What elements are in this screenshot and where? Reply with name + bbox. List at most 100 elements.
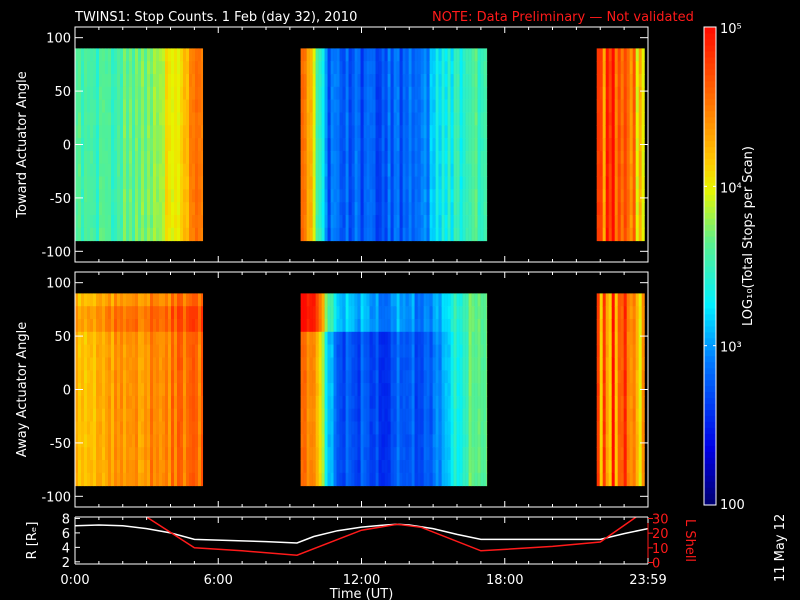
heatmap-cell [617, 370, 621, 384]
colorbar-swatch [704, 457, 716, 464]
heatmap-cell [177, 61, 181, 75]
heatmap-cell [132, 370, 136, 384]
heatmap-cell [626, 331, 630, 346]
heatmap-cell [96, 293, 100, 307]
heatmap-cell [423, 408, 427, 423]
heatmap-cell [168, 383, 172, 397]
heatmap-cell [306, 227, 310, 242]
heatmap-cell [327, 344, 331, 358]
heatmap-cell [348, 86, 352, 101]
heatmap-cell [108, 150, 112, 165]
colorbar-swatch [704, 487, 716, 494]
heatmap-cell [108, 61, 112, 75]
heatmap-cell [450, 150, 454, 165]
heatmap-cell [614, 138, 618, 152]
heatmap-cell [126, 202, 130, 216]
heatmap-cell [153, 48, 157, 62]
colorbar-swatch [704, 325, 716, 333]
heatmap-cell [471, 383, 475, 397]
heatmap-cell [105, 447, 109, 461]
heatmap-cell [417, 408, 421, 423]
heatmap-cell [189, 472, 193, 487]
heatmap-cell [432, 408, 436, 423]
heatmap-cell [375, 189, 379, 203]
heatmap-cell [183, 61, 187, 75]
heatmap-cell [477, 460, 481, 474]
heatmap-cell [108, 48, 112, 62]
heatmap-cell [147, 74, 151, 88]
heatmap-cell [180, 215, 184, 229]
heatmap-cell [108, 472, 112, 487]
heatmap-cell [87, 86, 91, 101]
heatmap-cell [480, 176, 484, 190]
heatmap-cell [108, 202, 112, 216]
heatmap-cell [426, 227, 430, 242]
heatmap-cell [330, 293, 334, 307]
heatmap-cell [402, 472, 406, 487]
heatmap-cell [474, 48, 478, 62]
heatmap-cell [617, 227, 621, 242]
heatmap-cell [105, 74, 109, 88]
heatmap-cell [177, 163, 181, 178]
heatmap-cell [638, 331, 642, 346]
colorbar-frame [703, 26, 717, 506]
heatmap-cell [602, 163, 606, 178]
heatmap-cell [411, 421, 415, 435]
heatmap-cell [99, 176, 103, 190]
heatmap-cell [432, 125, 436, 139]
heatmap-cell [75, 421, 79, 435]
heatmap-cell [426, 447, 430, 461]
heatmap-cell [596, 138, 600, 152]
heatmap-cell [315, 408, 319, 423]
heatmap-cell [201, 227, 204, 242]
heatmap-cell [477, 331, 481, 346]
heatmap-cell [351, 86, 355, 101]
heatmap-cell [159, 472, 163, 487]
heatmap-cell [150, 472, 154, 487]
heatmap-cell [150, 331, 154, 346]
heatmap-cell [459, 293, 463, 307]
heatmap-cell [608, 357, 612, 371]
heatmap-cell [141, 472, 145, 487]
heatmap-cell [165, 306, 169, 320]
heatmap-cell [111, 48, 115, 62]
heatmap-cell [129, 125, 133, 139]
colorbar-swatch [704, 182, 716, 189]
heatmap-cell [186, 447, 190, 461]
heatmap-cell [351, 293, 355, 307]
heatmap-cell [611, 61, 615, 75]
heatmap-cell [635, 189, 639, 203]
heatmap-cell [156, 99, 160, 113]
heatmap-cell [162, 383, 166, 397]
heatmap-cell [129, 138, 133, 152]
heatmap-cell [611, 176, 615, 190]
heatmap-cell [381, 447, 385, 461]
heatmap-cell [459, 421, 463, 435]
heatmap-cell [381, 176, 385, 190]
heatmap-cell [192, 112, 196, 126]
heatmap-cell [453, 150, 457, 165]
heatmap-cell [387, 434, 391, 448]
heatmap-cell [357, 421, 361, 435]
heatmap-cell [635, 227, 639, 242]
heatmap-cell [390, 176, 394, 190]
heatmap-cell [333, 408, 337, 423]
heatmap-cell [183, 421, 187, 435]
heatmap-cell [450, 189, 454, 203]
heatmap-cell [471, 202, 475, 216]
heatmap-cell [126, 421, 130, 435]
heatmap-cell [474, 408, 478, 423]
heatmap-cell [156, 48, 160, 62]
heatmap-cell [483, 408, 487, 423]
heatmap-cell [641, 48, 645, 62]
heatmap-cell [159, 86, 163, 101]
heatmap-cell [602, 125, 606, 139]
heatmap-cell [420, 383, 424, 397]
heatmap-cell [456, 125, 460, 139]
heatmap-cell [641, 421, 645, 435]
heatmap-cell [384, 189, 388, 203]
heatmap-cell [321, 434, 325, 448]
heatmap-cell [141, 460, 145, 474]
heatmap-cell [123, 61, 127, 75]
heatmap-cell [435, 227, 439, 242]
